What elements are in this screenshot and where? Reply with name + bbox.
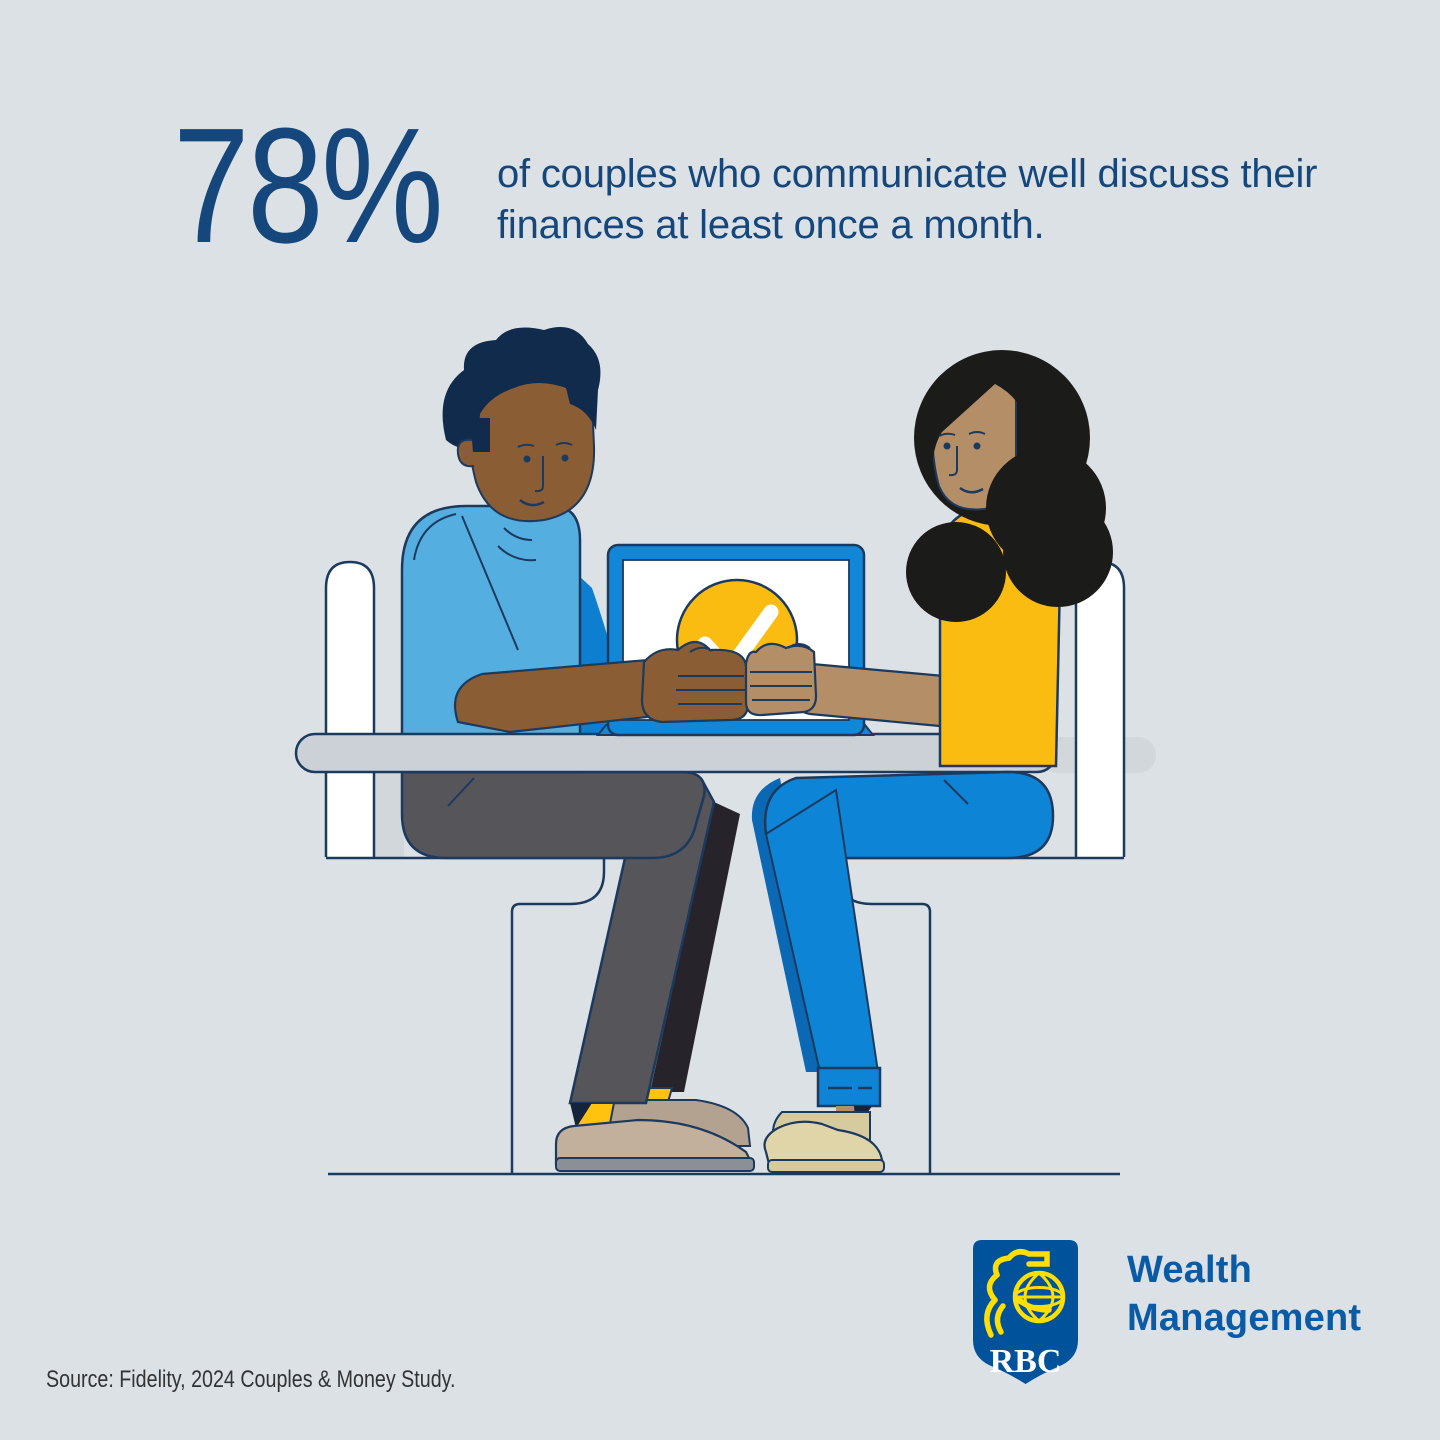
man-hand: [640, 640, 750, 724]
rbc-shield-icon: RBC: [973, 1240, 1078, 1384]
woman-hand: [744, 642, 818, 717]
stat-value: 78%: [173, 94, 444, 277]
source-text: Source: Fidelity, 2024 Couples & Money S…: [46, 1366, 456, 1393]
hands-over-coin: [453, 640, 818, 734]
lion-globe-icon: [984, 1249, 1066, 1338]
division-name: Wealth Management: [1127, 1246, 1361, 1342]
rbc-logo: RBC Wealth Management: [973, 1240, 1403, 1390]
rbc-wordmark: RBC: [990, 1343, 1062, 1380]
chair-left: [324, 560, 634, 1173]
woman-figure: [751, 350, 1113, 1173]
woman-head: [906, 350, 1113, 622]
stat-description: of couples who communicate well discuss …: [497, 152, 1318, 247]
man-head: [442, 327, 601, 523]
division-line1: Wealth: [1127, 1249, 1253, 1291]
division-line2: Management: [1127, 1297, 1362, 1339]
